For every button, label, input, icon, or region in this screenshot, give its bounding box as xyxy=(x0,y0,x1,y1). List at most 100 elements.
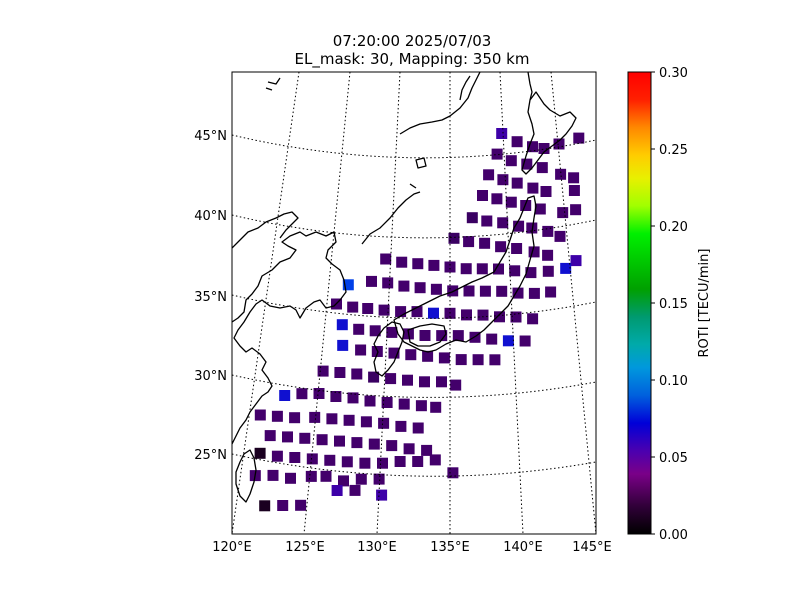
roti-cell xyxy=(510,311,522,323)
roti-cell xyxy=(360,416,372,428)
roti-cell xyxy=(313,388,325,399)
roti-cell xyxy=(491,193,503,205)
roti-cell xyxy=(497,174,509,186)
roti-cell xyxy=(438,352,450,364)
roti-cell xyxy=(534,203,546,215)
roti-cell xyxy=(461,309,472,321)
roti-cell xyxy=(527,141,538,153)
lon-tick-135: 135°E xyxy=(430,540,470,555)
colorbar-tick-010: 0.10 xyxy=(659,374,688,389)
roti-cell xyxy=(477,309,489,321)
roti-cell xyxy=(557,207,569,219)
roti-cell xyxy=(324,454,336,466)
meridian-125 xyxy=(303,72,351,534)
roti-cell xyxy=(447,285,459,297)
colorbar-tick-000: 0.00 xyxy=(659,528,688,543)
lat-tick-30: 30°N xyxy=(194,369,227,384)
roti-cell xyxy=(398,398,410,410)
roti-cell xyxy=(412,456,424,467)
china-coastline xyxy=(232,211,299,249)
colorbar-tick-020: 0.20 xyxy=(659,220,688,235)
roti-cell xyxy=(460,263,472,275)
roti-cell xyxy=(264,430,276,442)
parallel-25 xyxy=(232,453,596,477)
roti-cell xyxy=(555,168,567,180)
roti-cell xyxy=(364,395,376,407)
honshu-coastline xyxy=(393,195,537,353)
roti-cell xyxy=(536,162,548,174)
roti-cell xyxy=(568,172,580,184)
map-frame xyxy=(231,71,597,535)
roti-cell xyxy=(496,128,508,139)
roti-cell xyxy=(496,285,508,297)
roti-cell xyxy=(483,169,495,181)
roti-cell xyxy=(359,457,371,469)
lon-tick-labels: 120°E 125°E 130°E 135°E 140°E 145°E xyxy=(212,540,612,555)
roti-cell xyxy=(299,432,311,444)
roti-cell xyxy=(353,323,365,335)
roti-cell xyxy=(486,333,498,345)
roti-cell xyxy=(573,132,585,144)
colorbar-tick-015: 0.15 xyxy=(659,297,688,312)
colorbar-tick-030: 0.30 xyxy=(659,66,688,81)
lon-tick-140: 140°E xyxy=(503,540,543,555)
colorbar: 0.00 0.05 0.10 0.15 0.20 0.25 0.30 ROTI … xyxy=(627,66,712,543)
islands xyxy=(265,77,427,189)
colorbar-tick-025: 0.25 xyxy=(659,143,688,158)
roti-cell xyxy=(466,212,478,224)
hokkaido-coastline xyxy=(521,91,577,175)
taiwan-coastline xyxy=(235,449,257,503)
roti-cell xyxy=(289,452,301,463)
meridian-120 xyxy=(232,72,300,534)
roti-cell xyxy=(317,365,329,377)
meridian-145 xyxy=(550,72,596,534)
roti-cell xyxy=(405,349,417,361)
roti-cell xyxy=(277,500,289,511)
roti-cell xyxy=(380,253,392,265)
roti-cell xyxy=(430,283,442,295)
russia-coastline-north xyxy=(459,75,471,101)
roti-cell xyxy=(542,265,554,277)
roti-cell xyxy=(444,261,456,273)
roti-cell xyxy=(343,414,355,426)
lat-tick-35: 35°N xyxy=(194,290,227,305)
roti-cell xyxy=(254,447,266,459)
roti-cell xyxy=(528,287,540,299)
chart-subtitle: EL_mask: 30, Mapping: 350 km xyxy=(295,50,530,69)
roti-cell xyxy=(355,473,367,485)
roti-cell xyxy=(309,411,321,423)
roti-cell xyxy=(419,330,431,341)
meridian-140 xyxy=(499,72,524,534)
roti-cell xyxy=(491,148,503,160)
roti-cell xyxy=(511,177,523,189)
roti-cell xyxy=(338,475,349,487)
roti-cell xyxy=(428,259,440,271)
roti-cell xyxy=(271,450,283,462)
roti-cell xyxy=(396,256,408,268)
roti-cell xyxy=(538,143,550,154)
roti-cell xyxy=(402,374,413,386)
roti-cell xyxy=(351,437,363,449)
roti-cell xyxy=(414,282,426,294)
korea-coastline xyxy=(232,231,347,445)
roti-cell xyxy=(378,417,390,429)
roti-cell xyxy=(481,215,493,227)
roti-cell xyxy=(422,350,434,362)
primorye-coast xyxy=(361,191,421,245)
lat-tick-40: 40°N xyxy=(194,209,227,224)
roti-cell xyxy=(347,301,359,313)
kyushu-coastline xyxy=(373,321,405,377)
roti-cell xyxy=(512,287,524,299)
roti-cells xyxy=(249,128,585,512)
roti-cell xyxy=(476,263,488,275)
meridian-130 xyxy=(376,72,401,534)
roti-cell xyxy=(429,454,441,466)
roti-cell xyxy=(521,158,533,170)
roti-cell xyxy=(355,344,367,356)
roti-cell xyxy=(519,335,531,347)
roti-cell xyxy=(377,457,388,469)
roti-cell xyxy=(362,303,374,314)
roti-cell xyxy=(493,263,504,275)
roti-cell xyxy=(376,489,388,501)
